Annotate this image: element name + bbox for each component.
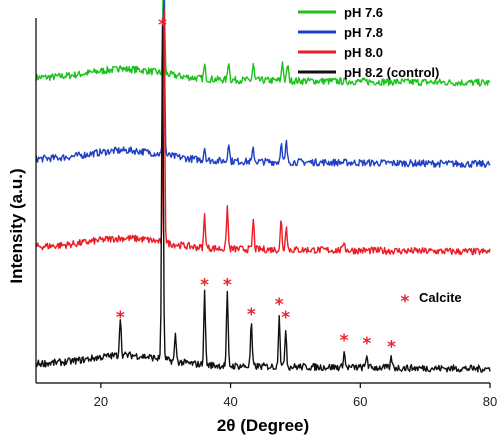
series-line [35,0,491,169]
legend-label: pH 8.0 [344,45,383,60]
calcite-markers: *** ** *** * * [116,16,396,358]
x-tick-label: 60 [353,394,367,409]
legend: pH 7.6 pH 7.8 pH 8.0 pH 8.2 (control) [298,5,439,80]
series-line [35,0,491,87]
x-tick-label: 80 [483,394,497,409]
x-axis-title: 2θ (Degree) [217,416,309,435]
calcite-marker: * [362,334,371,354]
x-tick-label: 40 [223,394,237,409]
calcite-marker: * [387,337,396,357]
calcite-marker: * [281,308,290,328]
calcite-annotation: * Calcite [401,290,462,312]
calcite-label: Calcite [419,290,462,305]
calcite-legend-star: * [401,292,410,312]
axes [35,18,490,384]
calcite-marker: * [200,276,209,296]
series-traces [35,0,491,373]
calcite-marker: * [247,305,256,325]
legend-label: pH 7.6 [344,5,383,20]
x-ticks: 20 40 60 80 [94,383,497,409]
calcite-marker: * [275,295,284,315]
legend-label: pH 8.2 (control) [344,65,439,80]
calcite-marker: * [223,276,232,296]
y-axis-title: Intensity (a.u.) [7,168,26,283]
calcite-marker: * [116,308,125,328]
series-line [35,9,491,256]
legend-label: pH 7.8 [344,25,383,40]
calcite-marker: * [158,16,167,36]
series-line [35,24,491,373]
calcite-marker: * [340,331,349,351]
x-tick-label: 20 [94,394,108,409]
